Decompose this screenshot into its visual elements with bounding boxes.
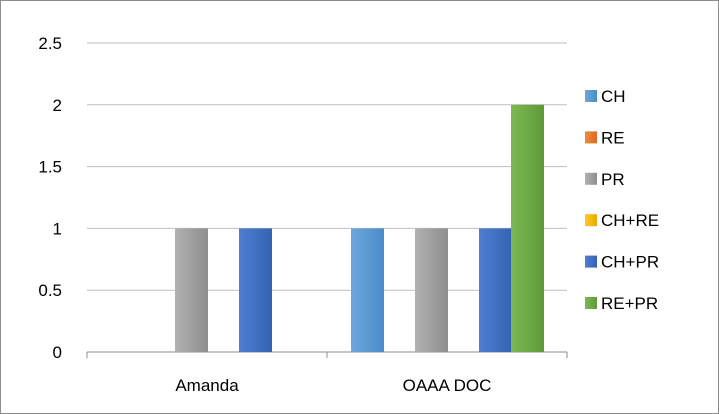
legend-label-re: RE [601,128,625,147]
legend-label-ch-plus-re: CH+RE [601,211,659,230]
legend-label-ch-plus-pr: CH+PR [601,253,659,272]
bar-re-plus-pr-oaaa-doc [511,104,544,352]
bars [175,104,544,352]
y-tick-label: 2 [53,96,62,115]
x-tick-label: Amanda [175,376,239,395]
legend-label-pr: PR [601,170,625,189]
x-tick-label: OAAA DOC [403,376,492,395]
legend: CH RE PR CH+RE CH+PR RE+PR [585,87,659,313]
legend-swatch-ch-plus-pr [585,255,597,268]
x-tick-labels: Amanda OAAA DOC [175,376,491,395]
y-tick-labels: 0 0.5 1 1.5 2 2.5 [38,34,62,362]
legend-swatch-ch [585,90,597,102]
y-tick-label: 0.5 [38,281,62,300]
y-tick-label: 2.5 [38,34,62,53]
legend-label-ch: CH [601,87,626,106]
bar-pr-amanda [175,228,208,352]
y-tick-label: 0 [53,343,62,362]
bar-ch-plus-pr-oaaa-doc [479,228,512,352]
bar-ch-plus-pr-amanda [239,228,272,352]
axes [86,351,568,358]
bar-ch-oaaa-doc [351,228,384,352]
legend-swatch-re [585,131,597,144]
y-tick-label: 1 [53,219,62,238]
legend-swatch-re-plus-pr [585,297,597,309]
y-tick-label: 1.5 [38,158,62,177]
legend-label-re-plus-pr: RE+PR [601,294,658,313]
legend-swatch-ch-plus-re [585,214,597,227]
bar-pr-oaaa-doc [415,228,448,352]
legend-swatch-pr [585,172,597,185]
